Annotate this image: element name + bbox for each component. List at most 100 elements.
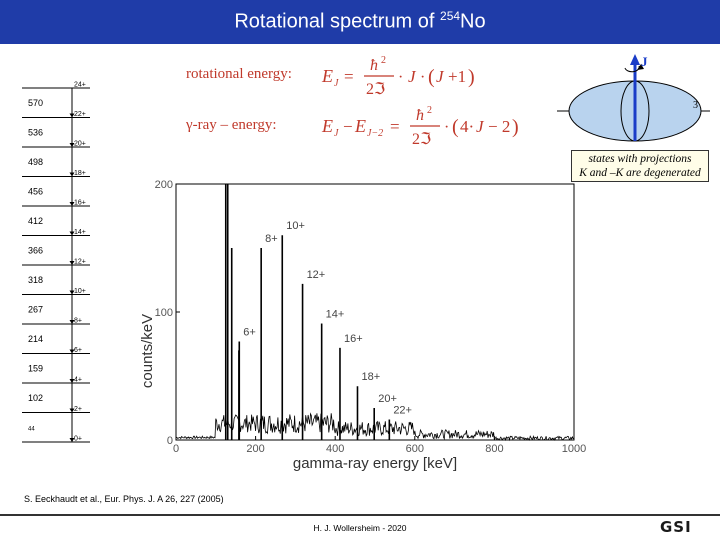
transition-arrow-icon xyxy=(69,172,75,177)
svg-text:2: 2 xyxy=(381,55,386,66)
transition-arrow-icon xyxy=(69,290,75,295)
peak-label: 10+ xyxy=(286,220,305,232)
title-mass-number: 254 xyxy=(440,9,461,23)
title-bar xyxy=(0,0,720,44)
svg-text:ħ: ħ xyxy=(416,107,424,124)
level-spin-label: 6+ xyxy=(74,347,82,354)
transition-energy-label: 214 xyxy=(28,334,43,344)
peak-label: 6+ xyxy=(243,326,256,338)
peak-label: 12+ xyxy=(307,269,326,281)
axis-label: 3 xyxy=(693,100,698,111)
peak-label: 8+ xyxy=(265,233,278,245)
j-label: J xyxy=(641,54,648,69)
peak-label: 14+ xyxy=(326,309,345,321)
transition-energy-label: 570 xyxy=(28,98,43,108)
svg-text:·: · xyxy=(398,69,403,86)
svg-text:J: J xyxy=(334,78,339,89)
svg-text:=: = xyxy=(344,67,354,86)
transition-arrow-icon xyxy=(69,202,75,206)
svg-text:(: ( xyxy=(428,66,435,88)
page-title: Rotational spectrum of 254No xyxy=(0,9,720,34)
svg-text:=: = xyxy=(390,117,400,136)
svg-text:·: · xyxy=(420,69,425,86)
x-tick-label: 0 xyxy=(173,443,179,455)
level-scheme: 24+ 22+ 570 20+ 536 18+ 498 16+ 456 14+ 412 12+ 366 1… xyxy=(22,82,90,443)
svg-text:4·: 4· xyxy=(460,117,474,136)
level-spin-label: 2+ xyxy=(74,406,82,413)
title-element: No xyxy=(460,10,486,33)
level-spin-label: 8+ xyxy=(74,318,82,325)
svg-text:E: E xyxy=(321,66,333,86)
gsi-logo: GSI xyxy=(660,518,692,536)
formula-graphics: E J = ħ 2 2ℑ · J · ( J +1 ) E J − E J−2 … xyxy=(321,55,519,148)
peak-label: 16+ xyxy=(344,333,363,345)
peak-label: 22+ xyxy=(393,405,412,417)
transition-arrow-icon xyxy=(69,143,75,147)
rotational-formula: E J = ħ 2 2ℑ · J · ( J +1 ) xyxy=(321,55,475,98)
transition-arrow-icon xyxy=(69,438,75,442)
gamma-spectrum-chart: 0 100 200 0 200 400 600 800 1000 counts/keV gam… xyxy=(139,179,586,472)
peak-label: 20+ xyxy=(378,393,397,405)
svg-text:−: − xyxy=(343,117,353,136)
svg-text:E: E xyxy=(354,116,366,136)
transition-energy-label: 267 xyxy=(28,304,43,314)
svg-text:2: 2 xyxy=(427,105,432,116)
footer-divider xyxy=(0,514,720,516)
svg-text:2ℑ: 2ℑ xyxy=(412,131,431,148)
transition-arrow-icon xyxy=(69,261,75,265)
x-tick-label: 600 xyxy=(406,443,424,455)
transition-energy-label: 412 xyxy=(28,216,43,226)
level-spin-label: 10+ xyxy=(74,288,86,295)
caption-line-1: states with projections xyxy=(588,153,692,165)
transition-arrow-icon xyxy=(69,113,75,118)
x-tick-label: 1000 xyxy=(562,443,586,455)
transition-arrow-icon xyxy=(69,349,75,354)
transition-energy-label: 318 xyxy=(28,275,43,285)
x-tick-label: 400 xyxy=(326,443,344,455)
svg-text:ħ: ħ xyxy=(370,57,378,74)
svg-text:E: E xyxy=(321,116,333,136)
level-spin-label: 18+ xyxy=(74,170,86,177)
level-spin-label: 16+ xyxy=(74,200,86,207)
caption-line-2: K and –K are degenerated xyxy=(579,167,701,179)
svg-text:·: · xyxy=(444,119,449,136)
peak-label: 18+ xyxy=(361,371,380,383)
svg-text:+1: +1 xyxy=(448,67,466,86)
y-tick-label: 100 xyxy=(155,307,173,319)
level-spin-label: 12+ xyxy=(74,259,86,266)
x-tick-label: 200 xyxy=(246,443,264,455)
level-spin-label: 20+ xyxy=(74,141,86,148)
y-axis-label: counts/keV xyxy=(139,314,156,388)
svg-text:J: J xyxy=(334,128,339,139)
rotation-arrow-head-icon xyxy=(637,64,644,70)
transition-energy-label: 536 xyxy=(28,127,43,137)
arrow-head-icon xyxy=(630,54,640,65)
transition-energy-label: 498 xyxy=(28,157,43,167)
y-tick-label: 200 xyxy=(155,179,173,191)
transition-energy-label: 44 xyxy=(28,426,35,432)
svg-text:): ) xyxy=(468,66,475,88)
plot-frame xyxy=(175,183,575,441)
svg-text:2ℑ: 2ℑ xyxy=(366,81,385,98)
reference-citation: S. Eeckhaudt et al., Eur. Phys. J. A 26,… xyxy=(24,494,224,504)
transition-arrow-icon xyxy=(69,408,75,413)
level-spin-label: 0+ xyxy=(74,436,82,443)
svg-text:J: J xyxy=(436,67,445,86)
svg-text:J: J xyxy=(408,67,417,86)
transition-arrow-icon xyxy=(69,231,75,236)
title-prefix: Rotational spectrum of xyxy=(234,10,441,33)
transition-energy-label: 366 xyxy=(28,245,43,255)
deformed-nucleus-diagram: J 3 xyxy=(557,54,710,142)
transition-arrow-icon xyxy=(69,379,75,383)
svg-text:− 2: − 2 xyxy=(488,117,510,136)
rotational-energy-label: rotational energy: xyxy=(186,66,292,82)
svg-text:): ) xyxy=(512,116,519,138)
level-spin-label: 22+ xyxy=(74,111,86,118)
level-spin-label: 14+ xyxy=(74,229,86,236)
transition-energy-label: 159 xyxy=(28,363,43,373)
gamma-formula: E J − E J−2 = ħ 2 2ℑ · ( 4· J − 2 ) xyxy=(321,105,519,148)
svg-text:J: J xyxy=(476,117,485,136)
svg-text:J−2: J−2 xyxy=(367,128,383,139)
rotation-arrow-icon xyxy=(624,65,640,73)
degeneracy-caption: states with projections K and –K are deg… xyxy=(571,150,709,182)
